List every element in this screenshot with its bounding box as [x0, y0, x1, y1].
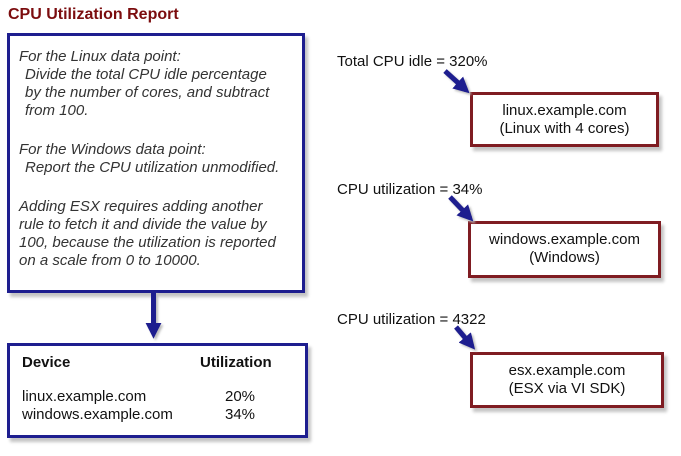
host-detail: (ESX via VI SDK)	[508, 380, 626, 397]
callout-label-linux: Total CPU idle = 320%	[337, 53, 488, 70]
host-detail: (Windows)	[529, 249, 600, 266]
note-paragraph-linux: For the Linux data point: Divide the tot…	[19, 48, 270, 119]
note-paragraph-esx: Adding ESX requires adding another rule …	[19, 198, 276, 269]
host-name: windows.example.com	[489, 231, 640, 248]
host-detail: (Linux with 4 cores)	[499, 120, 630, 137]
table-row: linux.example.com 20%	[22, 388, 305, 406]
note-box: For the Linux data point: Divide the tot…	[7, 33, 305, 293]
host-name: esx.example.com	[508, 362, 626, 379]
callout-arrow-esx-icon	[454, 325, 476, 350]
column-header-device: Device	[22, 354, 71, 371]
callout-label-windows: CPU utilization = 34%	[337, 181, 483, 198]
device-cell: windows.example.com	[22, 406, 173, 423]
host-name: linux.example.com	[502, 102, 627, 119]
callout-arrow-linux-icon	[443, 69, 470, 94]
host-box-esx: esx.example.com (ESX via VI SDK)	[470, 352, 664, 408]
table-header-row: Device Utilization	[22, 354, 305, 372]
utilization-cell: 20%	[224, 388, 256, 405]
callout-arrow-windows-icon	[448, 195, 474, 222]
report-table-box: Device Utilization linux.example.com 20%…	[7, 343, 308, 438]
host-box-linux: linux.example.com (Linux with 4 cores)	[470, 92, 659, 147]
utilization-cell: 34%	[224, 406, 256, 423]
table-row: windows.example.com 34%	[22, 406, 305, 424]
host-box-windows: windows.example.com (Windows)	[468, 221, 661, 278]
note-paragraph-windows: For the Windows data point: Report the C…	[19, 141, 280, 176]
column-header-utilization: Utilization	[200, 354, 272, 371]
callout-label-esx: CPU utilization = 4322	[337, 311, 486, 328]
device-cell: linux.example.com	[22, 388, 147, 405]
page-title: CPU Utilization Report	[8, 6, 179, 23]
